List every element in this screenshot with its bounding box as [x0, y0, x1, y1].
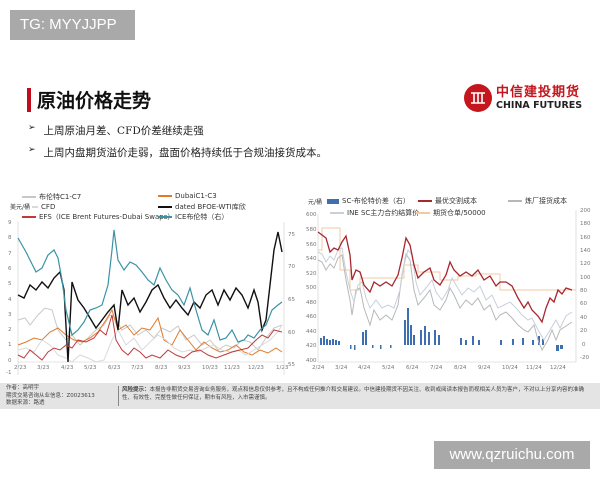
- company-logo: 中信建投期货 CHINA FUTURES: [464, 84, 582, 112]
- citic-logo-icon: [464, 84, 492, 112]
- logo-en-text: CHINA FUTURES: [496, 99, 583, 111]
- watermark-bottom-right: www.qzruichu.com: [434, 441, 590, 469]
- footer-author-info: 作者：高明宇 期货交易咨询从业信息：Z0023613 数据来源：路透: [6, 385, 95, 406]
- title-accent-bar: [27, 88, 31, 112]
- watermark-top-left: TG: MYYJJPP: [10, 10, 135, 40]
- bullet-list: ➢ 上周原油月差、CFD价差继续走强 ➢ 上周内盘期货溢价走弱，盘面价格持续低于合规…: [28, 123, 327, 167]
- bullet-item: ➢ 上周内盘期货溢价走弱，盘面价格持续低于合规油接货成本。: [28, 145, 328, 159]
- chart-crude-spreads: 布伦特C1-C7 DubaiC1-C3 美元/桶 CFD dated BFOE-W…: [0, 190, 300, 376]
- report-footer: 作者：高明宇 期货交易咨询从业信息：Z0023613 数据来源：路透 风险提示：…: [0, 383, 600, 409]
- arrow-bullet-icon: ➢: [28, 123, 36, 133]
- footer-risk-disclaimer: 风险提示：本报告非期货交易咨询业务服务，观点和信息仅供参考，且不构成任何推介和交…: [122, 387, 585, 401]
- chart-sc-delivery-cost: 元/桶 SC-布伦特价差（右） 最优交割成本 炼厂接货成本 INE SC主力合约结…: [300, 190, 600, 375]
- chart-plot-right: [317, 210, 577, 363]
- logo-cn-text: 中信建投期货: [496, 84, 581, 100]
- chart-plot-left: [17, 222, 285, 375]
- arrow-bullet-icon: ➢: [28, 145, 36, 155]
- page-title: 原油价格走势: [37, 90, 152, 112]
- footer-divider: [118, 386, 119, 406]
- bullet-item: ➢ 上周原油月差、CFD价差继续走强: [28, 123, 204, 137]
